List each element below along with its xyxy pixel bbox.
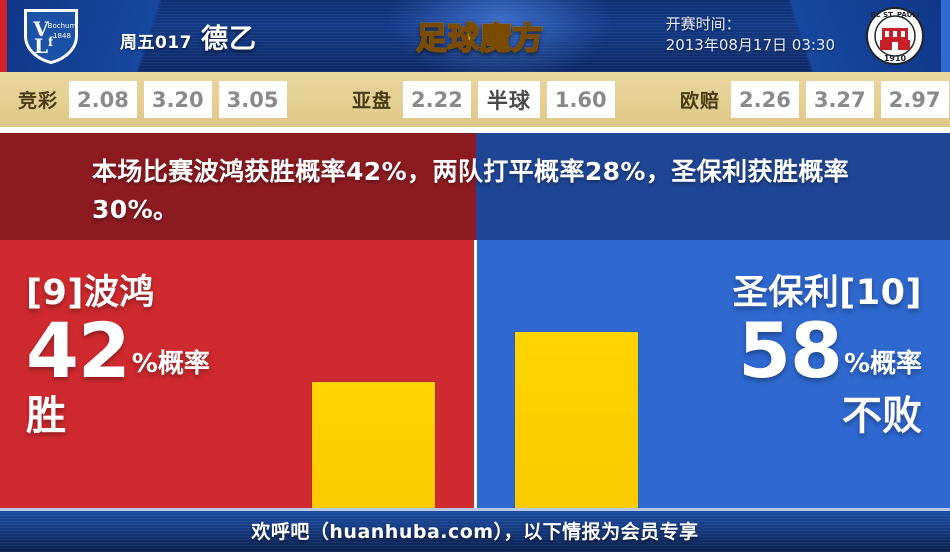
away-probability-bar — [515, 332, 638, 508]
brand-logo: 足球魔方 — [410, 11, 550, 59]
odds-bar: 竞彩 2.08 3.20 3.05 亚盘 2.22 半球 1.60 欧赔 2.2… — [0, 72, 950, 127]
odds-cell-handicap[interactable]: 半球 — [477, 81, 540, 118]
brand-logo-text: 足球魔方 — [415, 13, 544, 58]
away-percent-suffix: %概率 — [843, 348, 922, 379]
kickoff-value: 2013年08月17日 03:30 — [665, 36, 835, 54]
svg-text:FC ST. PAULI: FC ST. PAULI — [871, 11, 920, 19]
home-verdict: 胜 — [26, 392, 66, 439]
away-percent-value: 58 — [738, 306, 843, 395]
odds-group-europe: 欧赔 2.26 3.27 2.97 — [680, 81, 949, 118]
away-team-crest-icon: FC ST. PAULI 1910 — [866, 7, 924, 65]
header-right-blue-edge — [941, 0, 950, 72]
odds-cell-away[interactable]: 1.60 — [546, 81, 615, 118]
svg-text:V: V — [32, 17, 49, 41]
odds-group-label: 欧赔 — [680, 90, 721, 112]
odds-cell-away[interactable]: 2.97 — [880, 81, 949, 118]
headline-text: 本场比赛波鸿获胜概率42%，两队打平概率28%，圣保利获胜概率30%。 — [92, 157, 850, 224]
odds-group-label: 竞彩 — [18, 90, 59, 112]
odds-cell-home[interactable]: 2.26 — [731, 81, 799, 118]
odds-group-jingcai: 竞彩 2.08 3.20 3.05 — [18, 81, 287, 118]
svg-text:f: f — [48, 35, 54, 49]
match-meta: 周五017 德乙 — [120, 17, 257, 56]
odds-cell-draw[interactable]: 3.20 — [143, 81, 212, 118]
odds-group-label: 亚盘 — [352, 90, 393, 112]
svg-text:L: L — [34, 34, 48, 58]
footer-bar: 欢呼吧（huanhuba.com），以下情报为会员专享 — [0, 508, 950, 552]
kickoff-label: 开赛时间： — [665, 15, 741, 33]
chart-pane-divider — [474, 240, 477, 508]
odds-group-asian: 亚盘 2.22 半球 1.60 — [352, 81, 615, 118]
header-bar: V L f Bochum 1848 周五017 德乙 足球魔方 开赛时间： 20… — [0, 0, 950, 72]
away-verdict: 不败 — [842, 392, 922, 439]
probability-chart: [9]波鸿 42 %概率 胜 圣保利[10] 58 %概率 不败 — [0, 240, 950, 508]
league-label: 德乙 — [201, 24, 257, 55]
away-stat-block: 圣保利[10] 58 %概率 不败 — [733, 272, 922, 440]
home-percent-row: 42 %概率 — [26, 306, 210, 395]
footer-divider — [0, 508, 950, 511]
footer-text: 欢呼吧（huanhuba.com），以下情报为会员专享 — [251, 520, 699, 543]
kickoff-block: 开赛时间： 2013年08月17日 03:30 — [666, 14, 835, 56]
odds-cell-home[interactable]: 2.08 — [69, 81, 137, 118]
home-percent-suffix: %概率 — [131, 348, 210, 379]
round-label: 周五017 — [120, 33, 192, 53]
home-percent-value: 42 — [26, 306, 131, 395]
away-team-name: 圣保利[10] — [732, 273, 922, 313]
headline-band-right-half — [476, 133, 950, 240]
odds-cell-away[interactable]: 3.05 — [218, 81, 287, 118]
svg-text:1848: 1848 — [53, 32, 71, 40]
odds-cell-home[interactable]: 2.22 — [403, 81, 471, 118]
odds-bar-divider — [0, 127, 950, 133]
home-team-name: [9]波鸿 — [26, 273, 155, 313]
headline-band: 本场比赛波鸿获胜概率42%，两队打平概率28%，圣保利获胜概率30%。 — [0, 133, 950, 240]
headline-band-left-half — [0, 133, 476, 240]
home-stat-block: [9]波鸿 42 %概率 胜 — [26, 272, 210, 440]
away-percent-row: 58 %概率 — [733, 306, 922, 395]
home-probability-bar — [312, 382, 435, 508]
home-team-crest-icon: V L f Bochum 1848 — [24, 9, 78, 64]
odds-cell-draw[interactable]: 3.27 — [805, 81, 874, 118]
svg-text:1910: 1910 — [884, 54, 907, 63]
svg-text:Bochum: Bochum — [48, 22, 77, 30]
header-left-red-edge — [0, 0, 7, 72]
